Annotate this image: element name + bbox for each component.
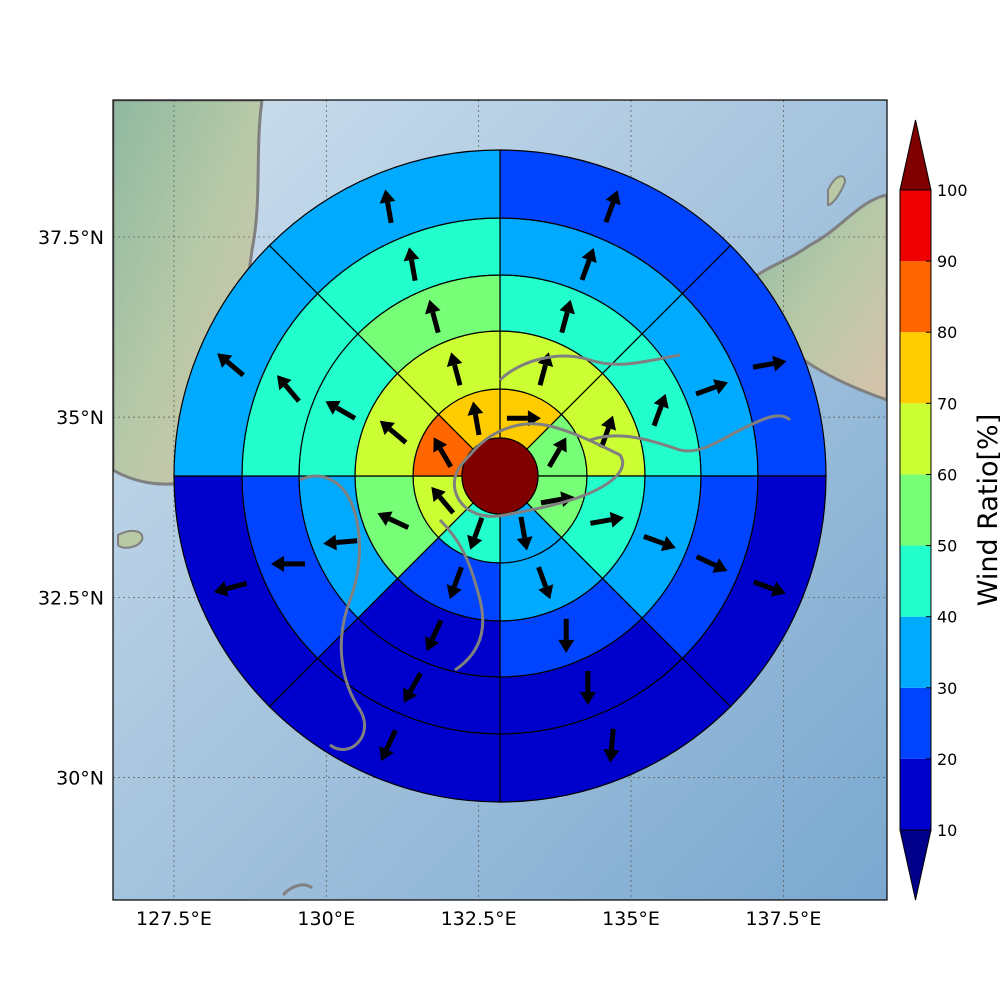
colorbar-tick-label: 90 (937, 252, 957, 271)
island-tsushima (117, 529, 144, 549)
center-cell (461, 437, 539, 515)
colorbar-segment (900, 403, 931, 475)
wind-arrow (695, 379, 729, 397)
wind-arrow (695, 554, 728, 573)
island-south (281, 883, 313, 897)
y-tick-label: 37.5°N (38, 227, 104, 249)
x-tick-label: 127.5°E (136, 908, 212, 930)
wind-arrow (559, 299, 575, 334)
wind-arrow (603, 190, 621, 224)
wind-arrow (213, 580, 248, 597)
wind-arrow (379, 189, 396, 224)
colorbar-segment (900, 687, 931, 759)
y-tick-label: 35°N (56, 407, 104, 429)
wind-arrow (547, 437, 567, 469)
wind-arrow (643, 534, 676, 552)
wind-arrow (579, 247, 597, 281)
colorbar-segment (900, 474, 931, 546)
colorbar-label: Wind Ratio[%] (973, 414, 1000, 606)
x-tick-label: 130°E (297, 908, 355, 930)
wind-arrow (217, 353, 245, 378)
wind-arrow (651, 393, 669, 427)
colorbar-under-arrow (899, 829, 932, 901)
wind-arrow (467, 516, 485, 550)
x-tick-label: 135°E (602, 908, 660, 930)
colorbar-segment (900, 758, 931, 830)
colorbar-tick-label: 30 (937, 679, 957, 698)
wind-arrow (270, 555, 305, 572)
wind-arrow (277, 375, 301, 403)
wind-arrow (425, 299, 441, 334)
y-tick-label: 30°N (56, 767, 104, 789)
colorbar-tick-label: 70 (937, 394, 957, 413)
colorbar-segment (900, 332, 931, 404)
colorbar-tick-label: 40 (937, 608, 957, 627)
axes-frame (112, 99, 888, 901)
colorbar-segment (900, 616, 931, 688)
colorbar: 10 20 30 40 50 60 70 80 90 100 (899, 119, 968, 901)
wind-arrow (403, 247, 420, 282)
wind-arrow (377, 511, 410, 530)
colorbar-segment (900, 190, 931, 262)
wind-arrow (603, 728, 620, 763)
sector-cell (268, 149, 501, 295)
wind-arrow (752, 579, 786, 597)
y-axis-ticks: 30°N 32.5°N 35°N 37.5°N (38, 227, 104, 790)
wind-arrow (379, 729, 398, 762)
wind-arrow (446, 566, 464, 600)
wind-arrow (379, 420, 408, 445)
wind-arrow (325, 400, 357, 421)
wind-arrow (536, 566, 554, 600)
wind-arrow (467, 401, 484, 436)
colorbar-segment (900, 545, 931, 617)
colorbar-tick-label: 10 (937, 821, 957, 840)
colorbar-tick-label: 20 (937, 750, 957, 769)
wind-arrow (403, 672, 423, 703)
y-tick-label: 32.5°N (38, 587, 104, 609)
x-axis-ticks: 127.5°E 130°E 132.5°E 135°E 137.5°E (136, 908, 821, 930)
colorbar-tick-label: 60 (937, 465, 957, 484)
wind-arrow (431, 486, 456, 515)
colorbar-tick-label: 100 (937, 181, 968, 200)
wind-arrow (433, 437, 453, 469)
colorbar-tick-label: 80 (937, 323, 957, 342)
coastline-overlay (299, 353, 792, 752)
wind-sectors (173, 149, 827, 803)
colorbar-tick-label: 50 (937, 537, 957, 556)
colorbar-frame (899, 189, 932, 831)
x-tick-label: 137.5°E (745, 908, 821, 930)
wind-arrow (589, 511, 624, 528)
colorbar-over-arrow (899, 119, 932, 191)
wind-arrow (424, 619, 444, 652)
wind-arrow (516, 516, 533, 551)
wind-arrow (446, 352, 463, 386)
wind-arrow (558, 618, 575, 653)
wind-arrow (752, 355, 787, 372)
x-tick-label: 132.5°E (441, 908, 517, 930)
wind-arrow (323, 534, 358, 551)
colorbar-segment (900, 261, 931, 333)
island-north-japan (827, 175, 847, 207)
wind-arrow (579, 671, 596, 706)
